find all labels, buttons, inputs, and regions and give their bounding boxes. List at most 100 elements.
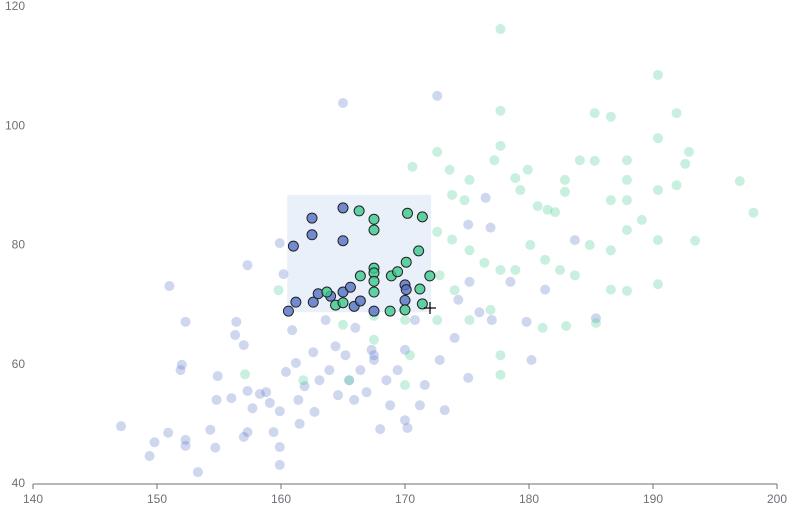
point <box>574 155 585 166</box>
point <box>324 365 335 376</box>
point <box>432 226 443 237</box>
point <box>238 340 249 351</box>
point <box>369 350 379 361</box>
point <box>525 239 536 250</box>
point <box>330 341 341 352</box>
point <box>542 204 553 215</box>
selected-point <box>416 298 428 310</box>
point <box>366 344 377 355</box>
point <box>690 235 701 246</box>
point <box>561 320 572 331</box>
point <box>463 219 474 230</box>
selected-point <box>368 213 380 225</box>
crosshair-cursor <box>424 302 436 314</box>
point <box>274 442 285 453</box>
selected-point <box>399 304 411 316</box>
y-tick-label: 60 <box>12 357 26 371</box>
point <box>404 350 415 361</box>
point <box>278 269 289 280</box>
point <box>605 284 616 295</box>
point <box>349 394 360 405</box>
point <box>230 329 241 340</box>
point <box>333 390 344 401</box>
selected-point <box>368 224 380 236</box>
point <box>205 424 216 435</box>
point <box>621 195 632 206</box>
point <box>526 354 537 365</box>
point <box>392 365 403 376</box>
point <box>464 315 475 326</box>
point <box>464 245 475 256</box>
x-tick-label: 180 <box>519 492 539 506</box>
point <box>290 357 301 368</box>
point <box>409 315 420 326</box>
point <box>273 285 284 296</box>
point <box>314 375 325 386</box>
point <box>540 284 551 295</box>
selected-point <box>368 305 380 317</box>
point <box>144 450 155 461</box>
point <box>555 264 565 275</box>
selected-point <box>282 305 294 317</box>
point <box>453 294 464 305</box>
point <box>621 155 632 166</box>
selected-point <box>321 286 333 298</box>
point <box>419 380 430 391</box>
point <box>355 365 366 376</box>
point <box>621 224 632 235</box>
point <box>211 394 222 405</box>
point <box>432 315 443 326</box>
point <box>537 322 548 333</box>
selected-point <box>337 297 349 309</box>
point <box>400 315 410 326</box>
point <box>402 422 413 433</box>
selected-point <box>413 245 425 257</box>
point <box>240 369 251 380</box>
point <box>559 186 570 197</box>
point <box>449 285 460 296</box>
selected-point <box>368 275 380 287</box>
point <box>449 332 460 343</box>
point <box>210 442 221 453</box>
point <box>621 174 632 185</box>
selected-point <box>354 270 366 282</box>
y-tick-label: 80 <box>12 238 26 252</box>
point <box>515 185 526 196</box>
point <box>652 235 663 246</box>
selected-point <box>399 294 411 306</box>
selected-point <box>306 212 318 224</box>
x-tick-label: 140 <box>23 492 43 506</box>
x-tick-label: 150 <box>147 492 167 506</box>
point <box>464 174 475 185</box>
point <box>280 366 291 377</box>
point <box>231 316 242 327</box>
selected-point <box>392 266 404 278</box>
point <box>652 133 663 144</box>
y-tick-label: 100 <box>5 118 25 132</box>
point <box>226 393 237 404</box>
point <box>261 387 272 398</box>
point <box>495 24 506 35</box>
point <box>590 318 601 329</box>
point <box>344 375 355 386</box>
point <box>274 459 285 470</box>
point <box>439 405 450 416</box>
point <box>242 260 253 271</box>
point <box>242 427 253 438</box>
selected-point <box>424 270 436 282</box>
point <box>463 372 474 383</box>
point <box>510 264 521 275</box>
point <box>180 440 191 451</box>
point <box>287 325 298 336</box>
selected-point <box>368 286 380 298</box>
point <box>569 270 580 281</box>
selected-point <box>337 235 349 247</box>
point <box>485 304 496 315</box>
point <box>550 207 561 218</box>
point <box>274 406 285 417</box>
point <box>149 437 160 448</box>
selected-point <box>416 211 428 223</box>
point <box>495 369 506 380</box>
selected-point <box>306 229 318 241</box>
point <box>683 146 694 157</box>
